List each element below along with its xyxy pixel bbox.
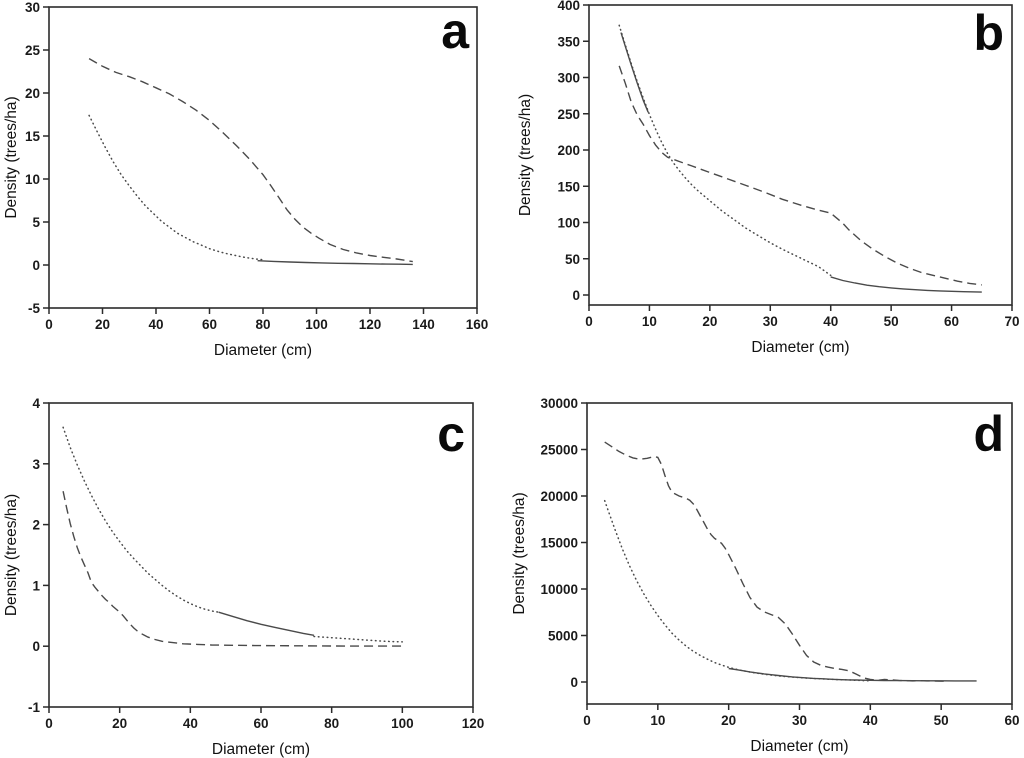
y-tick-label: 250 bbox=[557, 107, 580, 122]
series-solid-curve bbox=[218, 611, 315, 636]
x-tick-label: 10 bbox=[642, 314, 657, 329]
y-tick-label: 200 bbox=[557, 143, 580, 158]
panel-a-chart: 0 20 40 60 80 100 120 140 160 -5 0 5 10 15 20 25 30 Diame… bbox=[3, 0, 489, 359]
x-tick-label: 60 bbox=[1004, 713, 1019, 728]
x-tick-label: 20 bbox=[112, 716, 127, 731]
y-tick-label: 0 bbox=[572, 288, 580, 303]
series-dotted-curve bbox=[618, 24, 832, 277]
series-solid-curve bbox=[728, 667, 977, 682]
x-tick-label: 0 bbox=[583, 713, 591, 728]
series-dashed-curve bbox=[62, 491, 403, 647]
y-tick-label: 5000 bbox=[548, 629, 578, 644]
x-axis-label: Diameter (cm) bbox=[214, 342, 312, 359]
y-tick-label: 1 bbox=[32, 578, 40, 593]
plot-frame bbox=[48, 6, 478, 309]
panel-letter: d bbox=[973, 406, 1004, 462]
series-dotted-curve-tail bbox=[313, 635, 404, 643]
x-tick-label: 100 bbox=[305, 317, 328, 332]
series-solid-curve-lower bbox=[830, 276, 982, 293]
y-tick-label: 0 bbox=[32, 639, 40, 654]
x-tick-label: 80 bbox=[324, 716, 339, 731]
y-tick-label: 2 bbox=[32, 518, 40, 533]
x-tick-label: 60 bbox=[202, 317, 217, 332]
x-tick-label: 30 bbox=[763, 314, 778, 329]
x-tick-label: 80 bbox=[255, 317, 270, 332]
plot-frame bbox=[588, 4, 1013, 306]
y-tick-label: 100 bbox=[557, 216, 580, 231]
panel-letter: a bbox=[441, 3, 470, 59]
x-tick-label: 40 bbox=[148, 317, 163, 332]
y-tick-label: -1 bbox=[28, 700, 40, 715]
x-axis-label: Diameter (cm) bbox=[751, 339, 849, 356]
x-tick-label: 60 bbox=[944, 314, 959, 329]
x-tick-label: 50 bbox=[934, 713, 949, 728]
y-tick-label: 4 bbox=[32, 396, 40, 411]
y-tick-label: 3 bbox=[32, 457, 40, 472]
x-tick-label: 70 bbox=[1004, 314, 1019, 329]
plot-frame bbox=[48, 402, 474, 708]
x-tick-label: 30 bbox=[792, 713, 807, 728]
x-tick-label: 10 bbox=[650, 713, 665, 728]
y-tick-label: -5 bbox=[28, 301, 40, 316]
x-tick-label: 0 bbox=[45, 317, 53, 332]
y-tick-label: 30 bbox=[25, 0, 40, 15]
y-tick-label: 0 bbox=[32, 258, 40, 273]
x-tick-label: 40 bbox=[823, 314, 838, 329]
series-dashed-curve bbox=[618, 65, 982, 286]
y-tick-label: 5 bbox=[32, 215, 40, 230]
y-axis-label: Density (trees/ha) bbox=[3, 494, 20, 616]
x-tick-label: 0 bbox=[45, 716, 53, 731]
y-tick-label: 50 bbox=[565, 252, 580, 267]
x-tick-label: 20 bbox=[95, 317, 110, 332]
x-tick-label: 40 bbox=[863, 713, 878, 728]
y-axis-label: Density (trees/ha) bbox=[512, 492, 528, 614]
x-tick-label: 140 bbox=[412, 317, 435, 332]
y-axis-label: Density (trees/ha) bbox=[517, 94, 534, 216]
y-tick-label: 15 bbox=[25, 129, 41, 144]
y-tick-label: 20 bbox=[25, 86, 40, 101]
y-tick-label: 25000 bbox=[540, 443, 578, 458]
plot-frame bbox=[586, 402, 1013, 705]
x-axis-label: Diameter (cm) bbox=[750, 738, 848, 755]
panel-letter: b bbox=[973, 5, 1004, 61]
y-tick-label: 350 bbox=[557, 34, 580, 49]
y-axis-label: Density (trees/ha) bbox=[3, 96, 20, 218]
panel-c-chart: 0 20 40 60 80 100 120 -1 0 1 2 3 4 Diameter (cm) Densi… bbox=[3, 396, 485, 758]
series-dashed-curve bbox=[88, 57, 413, 263]
x-tick-label: 40 bbox=[183, 716, 198, 731]
y-tick-label: 15000 bbox=[540, 536, 578, 551]
y-tick-label: 30000 bbox=[540, 396, 578, 411]
series-solid-curve bbox=[257, 260, 413, 266]
y-tick-label: 20000 bbox=[540, 489, 578, 504]
y-tick-label: 300 bbox=[557, 71, 580, 86]
y-tick-label: 150 bbox=[557, 179, 580, 194]
panel-b-chart: 0 10 20 30 40 50 60 70 0 50 100 150 200 250 300 350 400 D… bbox=[517, 0, 1020, 356]
y-tick-label: 25 bbox=[25, 43, 41, 58]
x-tick-label: 0 bbox=[585, 314, 593, 329]
x-tick-label: 120 bbox=[462, 716, 485, 731]
series-dotted-curve bbox=[603, 499, 872, 682]
x-axis-label: Diameter (cm) bbox=[212, 741, 310, 758]
series-dotted-curve bbox=[62, 426, 220, 613]
x-tick-label: 100 bbox=[391, 716, 414, 731]
series-dotted-curve bbox=[88, 114, 264, 261]
x-tick-label: 60 bbox=[253, 716, 268, 731]
series-solid-curve-upper bbox=[620, 32, 649, 113]
panel-d-chart: 0 10 20 30 40 50 60 0 5000 10000 15000 20000 25000 30… bbox=[512, 396, 1020, 755]
series-dashed-curve bbox=[604, 441, 949, 682]
x-tick-label: 50 bbox=[884, 314, 899, 329]
x-tick-label: 20 bbox=[721, 713, 736, 728]
panel-letter: c bbox=[437, 406, 465, 462]
y-tick-label: 10 bbox=[25, 172, 40, 187]
x-tick-label: 160 bbox=[466, 317, 489, 332]
x-tick-label: 120 bbox=[359, 317, 382, 332]
y-tick-label: 400 bbox=[557, 0, 580, 13]
x-tick-label: 20 bbox=[702, 314, 717, 329]
y-tick-label: 0 bbox=[570, 675, 578, 690]
y-tick-label: 10000 bbox=[540, 582, 578, 597]
